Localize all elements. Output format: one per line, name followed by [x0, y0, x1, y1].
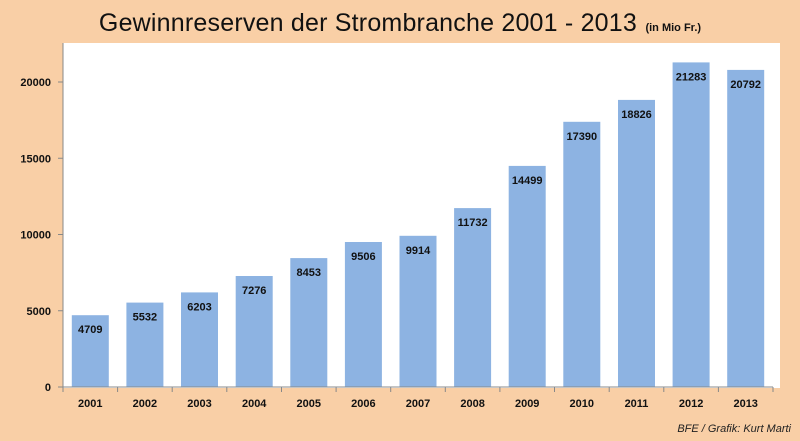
data-label-2004: 7276 [242, 285, 266, 297]
bar-2002 [126, 302, 164, 387]
x-tick-label-2010: 2010 [570, 398, 594, 410]
y-tick-label-5000: 5000 [27, 306, 51, 318]
data-label-2012: 21283 [676, 71, 707, 83]
bar-2003 [181, 292, 218, 387]
x-tick-label-2004: 2004 [242, 398, 267, 410]
data-label-2013: 20792 [730, 79, 761, 91]
chart-title-text: Gewinnreserven der Strombranche 2001 - 2… [98, 9, 637, 37]
data-label-2003: 6203 [187, 301, 211, 313]
data-label-2008: 11732 [458, 217, 488, 229]
x-tick-label-2007: 2007 [406, 398, 430, 410]
x-tick-label-2009: 2009 [515, 398, 539, 410]
y-tick-label-0: 0 [45, 382, 51, 394]
y-tick-label-10000: 10000 [20, 230, 51, 242]
bar-2004 [235, 276, 273, 387]
bar-2001 [71, 315, 109, 387]
data-label-2006: 9506 [351, 251, 375, 263]
data-label-2005: 8453 [297, 267, 321, 279]
data-label-2009: 14499 [512, 175, 543, 187]
bar-2008 [454, 208, 492, 387]
data-label-2011: 18826 [621, 109, 652, 121]
bar-2007 [399, 235, 437, 387]
bar-2005 [290, 258, 328, 387]
data-label-2001: 4709 [78, 324, 102, 336]
data-label-2010: 17390 [567, 131, 598, 143]
y-tick-label-15000: 15000 [20, 153, 51, 165]
bar-2009 [508, 165, 546, 387]
chart-title: Gewinnreserven der Strombranche 2001 - 2… [0, 9, 800, 38]
data-label-2002: 5532 [133, 312, 157, 324]
bar-2013 [727, 69, 765, 388]
y-tick-label-20000: 20000 [20, 77, 51, 89]
x-tick-label-2012: 2012 [679, 398, 703, 410]
x-tick-label-2003: 2003 [187, 398, 211, 410]
bar-2012 [672, 62, 710, 388]
chart-credit: BFE / Grafik: Kurt Marti [677, 423, 791, 435]
bar-2010 [563, 121, 601, 388]
bar-2011 [618, 99, 655, 388]
x-tick-label-2011: 2011 [625, 398, 649, 410]
x-tick-label-2001: 2001 [78, 398, 102, 410]
x-tick-label-2006: 2006 [351, 398, 375, 410]
x-tick-label-2002: 2002 [133, 398, 157, 410]
bar-2006 [344, 242, 382, 387]
x-tick-label-2005: 2005 [297, 398, 321, 410]
data-label-2007: 9914 [406, 245, 431, 257]
chart-title-unit: (in Mio Fr.) [645, 22, 702, 34]
x-tick-label-2008: 2008 [460, 398, 484, 410]
x-tick-label-2013: 2013 [733, 398, 757, 410]
